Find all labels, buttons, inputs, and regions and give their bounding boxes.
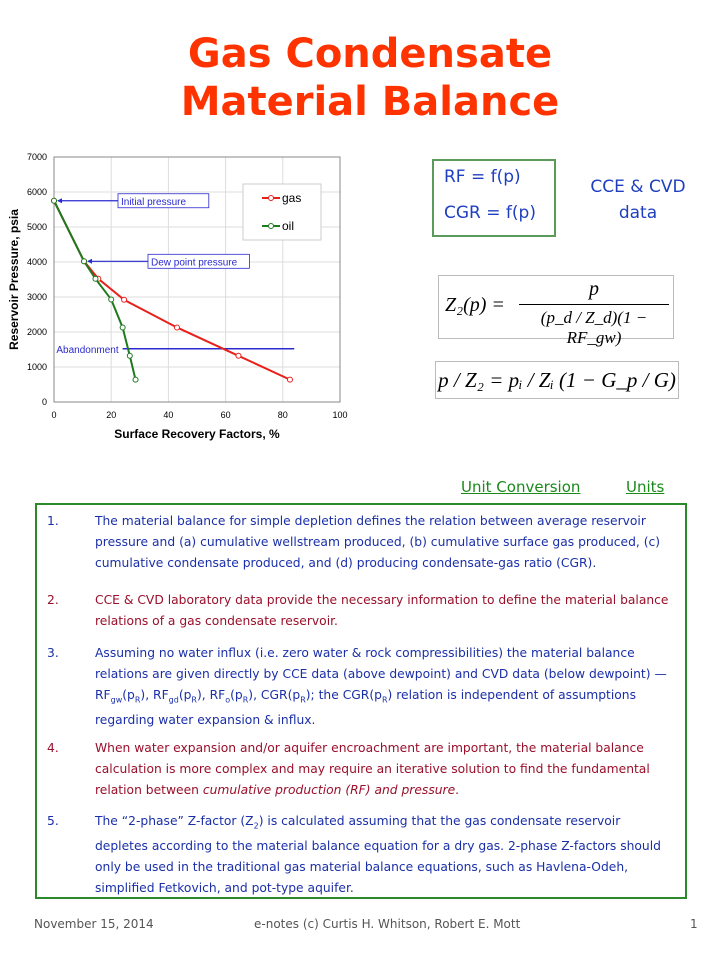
cgr-equation: CGR = f(p) bbox=[444, 203, 536, 223]
legend-marker-oil bbox=[268, 223, 274, 229]
note-text-segment: R bbox=[300, 695, 306, 705]
note-number: 5. bbox=[47, 814, 59, 828]
note-text-segment: gw bbox=[110, 695, 123, 705]
note-text: Assuming no water influx (i.e. zero wate… bbox=[95, 643, 675, 731]
note-number: 3. bbox=[47, 646, 59, 660]
y-axis-label: Reservoir Pressure, psia bbox=[7, 209, 21, 350]
arrowhead-icon bbox=[87, 258, 93, 264]
note-text-segment: ), RF bbox=[196, 688, 226, 702]
callout-box bbox=[117, 193, 210, 209]
callout-box bbox=[147, 253, 250, 269]
note-text-segment: cumulative production (RF) and pressure bbox=[202, 783, 456, 797]
note-text-segment: o bbox=[225, 695, 231, 705]
x-axis-label: Surface Recovery Factors, % bbox=[114, 427, 280, 441]
data-point-gas bbox=[286, 376, 293, 383]
data-point-oil bbox=[92, 275, 99, 282]
callout-label: Dew point pressure bbox=[151, 257, 238, 268]
legend-label-oil: oil bbox=[282, 219, 294, 233]
z2-denominator: (p_d / Z_d)(1 − RF_gw) bbox=[540, 308, 648, 347]
plot-frame bbox=[53, 156, 341, 403]
data-point-oil bbox=[132, 376, 139, 383]
note-text-segment: Assuming no water influx (i.e. zero wate… bbox=[95, 646, 667, 702]
note-text: The material balance for simple depletio… bbox=[95, 511, 675, 574]
data-point-gas bbox=[235, 352, 242, 359]
data-point-oil bbox=[108, 296, 115, 303]
note-text-segment: The material balance for simple depletio… bbox=[95, 514, 661, 570]
cce-line-1: CCE & CVD bbox=[590, 177, 686, 197]
note-text-segment: The “2-phase” Z-factor (Z bbox=[95, 814, 254, 828]
y-tick-label: 4000 bbox=[27, 257, 47, 267]
legend-box bbox=[242, 183, 322, 241]
data-point-oil bbox=[81, 258, 88, 265]
note-number: 1. bbox=[47, 514, 59, 528]
note-text-segment: (p bbox=[230, 688, 243, 702]
note-text-segment: ) relation is independent of assumptions… bbox=[95, 688, 637, 728]
x-tick-label: 0 bbox=[51, 410, 56, 420]
z2-equation: Z₂(p) = p (p_d / Z_d)(1 − RF_gw) bbox=[438, 275, 674, 347]
rf-equation: RF = f(p) bbox=[444, 167, 521, 187]
note-text: The “2-phase” Z-factor (Z2) is calculate… bbox=[95, 811, 675, 899]
z2-numerator: p bbox=[589, 278, 599, 300]
x-tick-label: 20 bbox=[106, 410, 116, 420]
note-text-segment: (p bbox=[178, 688, 192, 702]
x-tick-label: 80 bbox=[278, 410, 288, 420]
y-tick-label: 0 bbox=[42, 397, 47, 407]
note-text-segment: R bbox=[242, 695, 249, 705]
data-point-oil bbox=[51, 197, 57, 204]
note-text-segment: CCE & CVD laboratory data provide the ne… bbox=[95, 593, 669, 628]
note-text-segment: gd bbox=[168, 695, 179, 705]
fraction-bar bbox=[519, 304, 669, 305]
note-text-segment: ); the CGR(p bbox=[305, 688, 382, 702]
y-tick-label: 5000 bbox=[27, 222, 47, 232]
note-number: 4. bbox=[47, 741, 59, 755]
note-text-segment: When water expansion and/or aquifer encr… bbox=[95, 741, 650, 797]
y-tick-label: 3000 bbox=[27, 292, 47, 302]
note-text-segment: ), CGR(p bbox=[248, 688, 301, 702]
recovery-chart: 0 20 40 60 80 1000100020003000400050006000700… bbox=[7, 152, 348, 441]
cce-cvd-label: CCE & CVD data bbox=[578, 174, 698, 226]
note-text: CCE & CVD laboratory data provide the ne… bbox=[95, 590, 675, 632]
pz-equation: p / Z₂ = pᵢ / Zᵢ (1 − G_p / G) bbox=[435, 361, 679, 399]
z2-lhs: Z₂(p) = bbox=[445, 294, 505, 316]
y-tick-label: 6000 bbox=[27, 187, 47, 197]
data-point-gas bbox=[173, 324, 180, 331]
y-tick-label: 2000 bbox=[27, 327, 47, 337]
note-text-segment: R bbox=[191, 695, 197, 705]
page-number: 1 bbox=[690, 917, 698, 931]
units-link[interactable]: Units bbox=[626, 478, 665, 496]
unit-conversion-link[interactable]: Unit Conversion bbox=[461, 478, 581, 496]
rf-cgr-box: RF = f(p) CGR = f(p) bbox=[432, 159, 556, 237]
note-text-segment: ), RF bbox=[140, 688, 169, 702]
note-text-segment: 2 bbox=[253, 821, 259, 831]
footer-date: November 15, 2014 bbox=[34, 917, 154, 931]
legend-label-gas: gas bbox=[282, 191, 301, 205]
cce-line-2: data bbox=[618, 203, 658, 223]
footer-credit: e-notes (c) Curtis H. Whitson, Robert E.… bbox=[254, 917, 521, 931]
x-tick-label: 100 bbox=[332, 410, 347, 420]
arrowhead-icon bbox=[57, 198, 62, 204]
title-line-1: Gas Condensate bbox=[187, 31, 553, 77]
y-tick-label: 7000 bbox=[27, 152, 47, 162]
x-tick-label: 60 bbox=[221, 410, 231, 420]
slide-title: Gas Condensate Material Balance bbox=[0, 30, 720, 126]
note-text-segment: . bbox=[455, 783, 460, 797]
data-point-oil bbox=[119, 324, 126, 331]
x-tick-label: 40 bbox=[163, 410, 173, 420]
note-text-segment: ) is calculated assuming that the gas co… bbox=[95, 814, 661, 896]
title-line-2: Material Balance bbox=[180, 79, 560, 125]
abandonment-label: Abandonment bbox=[56, 345, 118, 356]
callout-label: Initial pressure bbox=[121, 197, 186, 208]
note-text-segment: R bbox=[381, 695, 388, 705]
y-tick-label: 1000 bbox=[27, 362, 47, 372]
legend-marker-gas bbox=[268, 195, 274, 201]
data-point-oil bbox=[126, 352, 133, 359]
note-text: When water expansion and/or aquifer encr… bbox=[95, 738, 675, 801]
note-number: 2. bbox=[47, 593, 59, 607]
notes-box: 1. The material balance for simple deplet… bbox=[35, 503, 687, 899]
note-text-segment: R bbox=[134, 695, 141, 705]
note-text-segment: (p bbox=[122, 688, 135, 702]
data-point-gas bbox=[121, 296, 128, 303]
